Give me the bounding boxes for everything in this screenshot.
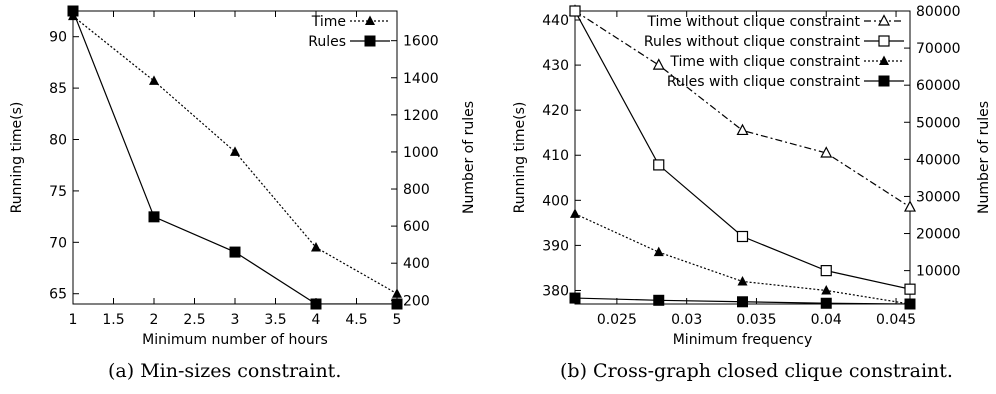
legend-marker-b-3: [878, 75, 890, 87]
data-point-b-0: [652, 58, 665, 70]
y-tick-label-a: 65: [49, 287, 67, 303]
legend-label-b-1: Rules without clique constraint: [644, 34, 861, 50]
x-tick-label-a: 3.5: [264, 312, 286, 328]
data-point-b-3: [737, 296, 748, 308]
series-line-a-0: [73, 15, 397, 295]
data-point-b-1: [653, 159, 665, 171]
legend-label-a-1: Rules: [308, 34, 346, 50]
series-line-b-2: [575, 213, 910, 304]
x-tick-label-a: 5: [393, 312, 402, 328]
x-tick-label-a: 1.5: [102, 312, 124, 328]
y2-tick-label-b: 70000: [916, 41, 961, 57]
data-point-b-0: [904, 200, 916, 212]
y2-tick-label-a: 1400: [403, 71, 439, 87]
y-tick-label-a: 85: [49, 81, 67, 97]
y2-tick-label-b: 20000: [916, 227, 961, 243]
x-tick-label-a: 4.5: [345, 312, 367, 328]
y2-tick-label-b: 40000: [916, 152, 961, 168]
data-point-a-0: [392, 288, 402, 298]
y-tick-label-b: 390: [542, 238, 569, 254]
y-axis-label-b: Running time(s): [512, 102, 528, 214]
y2-tick-label-a: 1000: [403, 145, 439, 161]
y-tick-label-b: 410: [542, 148, 569, 164]
series-line-a-1: [73, 11, 397, 304]
data-point-b-2: [737, 275, 748, 286]
y-tick-label-a: 75: [49, 184, 67, 200]
y-tick-label-b: 400: [542, 193, 569, 209]
y-tick-label-a: 90: [49, 30, 67, 46]
x-tick-label-a: 3: [231, 312, 240, 328]
y2-tick-label-a: 200: [403, 293, 430, 309]
legend-label-a-0: Time: [311, 14, 346, 30]
y2-tick-label-b: 60000: [916, 78, 961, 94]
data-point-a-1: [310, 298, 322, 310]
data-point-b-3: [569, 292, 581, 304]
y2-tick-label-a: 800: [403, 182, 430, 198]
legend-label-b-0: Time without clique constraint: [646, 14, 860, 30]
x-tick-label-a: 2.5: [183, 312, 205, 328]
y2-tick-label-a: 1600: [403, 34, 439, 50]
data-point-a-1: [229, 246, 241, 258]
data-point-a-0: [311, 241, 321, 252]
legend-marker-b-2: [879, 55, 889, 65]
data-point-b-3: [904, 298, 916, 310]
legend-label-b-3: Rules with clique constraint: [667, 74, 861, 90]
data-point-b-1: [736, 230, 749, 243]
y2-tick-label-b: 30000: [916, 189, 961, 205]
y2-tick-label-b: 50000: [916, 115, 961, 131]
data-point-b-1: [904, 283, 916, 295]
x-tick-label-b: 0.03: [671, 312, 702, 328]
data-point-b-1: [820, 265, 832, 277]
data-point-b-0: [736, 123, 749, 136]
x-tick-label-a: 2: [150, 312, 159, 328]
y2-axis-label-b: Number of rules: [976, 101, 992, 214]
data-point-b-1: [569, 5, 581, 17]
legend-marker-a-1: [364, 35, 376, 47]
data-point-b-3: [653, 294, 665, 306]
data-point-a-1: [67, 5, 79, 17]
data-point-a-0: [230, 146, 240, 156]
data-point-a-0: [149, 75, 159, 85]
x-tick-label-b: 0.045: [876, 312, 916, 328]
data-point-b-3: [820, 297, 832, 309]
plot-frame-a: [72, 10, 398, 305]
series-line-b-1: [575, 11, 910, 290]
y2-tick-label-a: 600: [403, 219, 430, 235]
y-tick-label-a: 70: [49, 235, 67, 251]
data-point-a-1: [148, 211, 160, 223]
data-point-b-2: [653, 246, 664, 257]
y-axis-label-a: Running time(s): [9, 102, 25, 214]
y2-tick-label-b: 80000: [916, 4, 961, 20]
y2-axis-label-a: Number of rules: [461, 101, 477, 214]
y-tick-label-b: 380: [542, 283, 569, 299]
y-tick-label-b: 430: [542, 58, 569, 74]
legend-marker-a-0: [365, 15, 375, 25]
y2-tick-label-b: 10000: [916, 264, 961, 280]
x-tick-label-b: 0.035: [736, 312, 776, 328]
y2-tick-label-a: 400: [403, 256, 430, 272]
y2-tick-label-a: 1200: [403, 108, 439, 124]
x-tick-label-a: 1: [69, 312, 78, 328]
y-tick-label-b: 440: [542, 13, 569, 29]
legend-marker-b-1: [878, 35, 890, 47]
data-point-b-0: [820, 146, 833, 158]
data-point-a-1: [391, 298, 403, 310]
y-tick-label-b: 420: [542, 103, 569, 119]
x-tick-label-a: 4: [312, 312, 321, 328]
caption-chart-b: (b) Cross-graph closed clique constraint…: [560, 360, 953, 382]
caption-chart-a: (a) Min-sizes constraint.: [108, 360, 342, 382]
x-axis-label-a: Minimum number of hours: [142, 332, 328, 348]
data-point-b-2: [570, 208, 580, 218]
x-axis-label-b: Minimum frequency: [673, 332, 813, 348]
legend-marker-b-0: [878, 14, 890, 26]
x-tick-label-b: 0.025: [597, 312, 637, 328]
x-tick-label-b: 0.04: [811, 312, 842, 328]
data-point-b-2: [821, 284, 832, 295]
y-tick-label-a: 80: [49, 133, 67, 149]
legend-label-b-2: Time with clique constraint: [669, 54, 860, 70]
